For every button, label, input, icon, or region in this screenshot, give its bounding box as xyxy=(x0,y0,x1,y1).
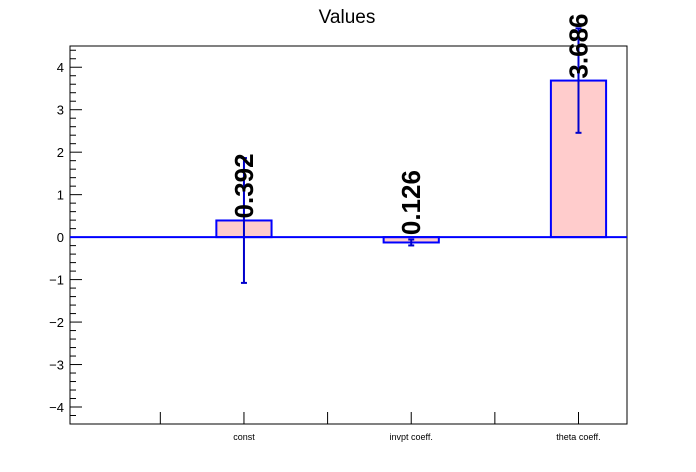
category-label: const xyxy=(233,432,255,442)
data-label: 0.392 xyxy=(229,153,259,218)
chart-title: Values xyxy=(319,7,376,28)
data-label: 3.686 xyxy=(563,13,593,78)
plot-frame xyxy=(69,45,628,425)
y-tick-label: 0 xyxy=(57,230,64,245)
axes: −4 −3 −2 −1 0 1 2 3 4 xyxy=(49,45,628,425)
category-label: theta coeff. xyxy=(556,432,600,442)
y-tick-label: −1 xyxy=(49,273,64,288)
y-tick-label: −3 xyxy=(49,358,64,373)
y-tick-label: 2 xyxy=(57,145,64,160)
y-tick-label: 4 xyxy=(57,60,64,75)
bars xyxy=(70,27,627,284)
labels: const 0.392 invpt coeff. 0.126 theta coeff. 3… xyxy=(229,13,601,442)
data-label: 0.126 xyxy=(396,170,426,235)
y-tick-label: 3 xyxy=(57,103,64,118)
y-tick-label: −2 xyxy=(49,315,64,330)
category-label: invpt coeff. xyxy=(390,432,433,442)
y-tick-label: −4 xyxy=(49,400,64,415)
y-tick-label: 1 xyxy=(57,188,64,203)
